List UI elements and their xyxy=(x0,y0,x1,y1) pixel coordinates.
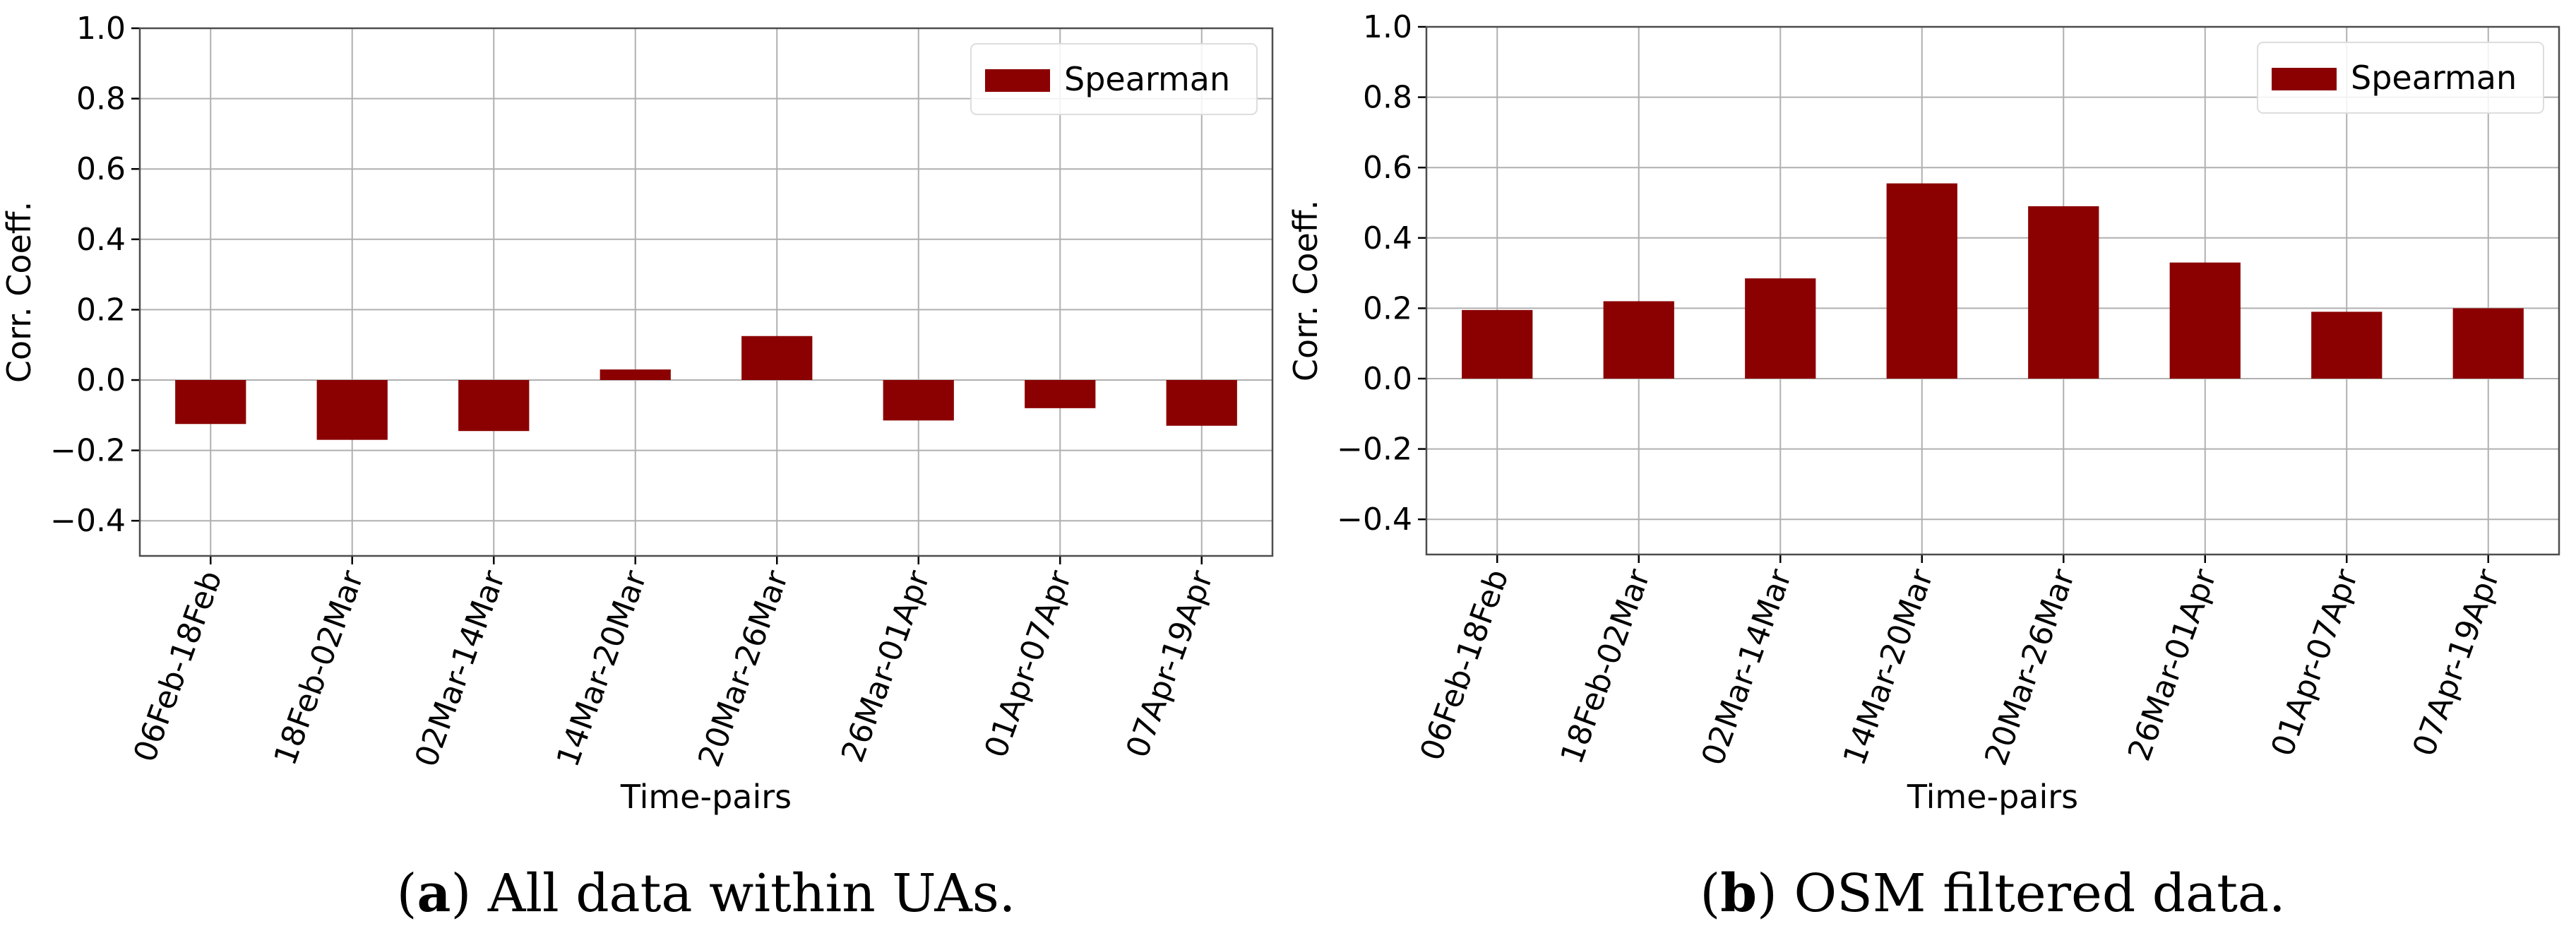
x-axis-label: Time-pairs xyxy=(620,778,792,816)
legend: Spearman xyxy=(2257,42,2544,114)
legend-box xyxy=(970,43,1258,115)
y-tick-label: 0.6 xyxy=(1363,150,1412,186)
x-tick-label: 01Apr-07Apr xyxy=(978,565,1079,762)
legend-label: Spearman xyxy=(1064,60,1230,98)
bar-18Feb-02Mar xyxy=(316,380,388,440)
bar-26Mar-01Apr xyxy=(2169,262,2241,379)
x-axis-label: Time-pairs xyxy=(1907,778,2078,816)
bar-18Feb-02Mar xyxy=(1603,301,1674,379)
y-tick-label: 0.2 xyxy=(1363,290,1412,326)
x-tick-label: 26Mar-01Apr xyxy=(835,565,937,766)
plot-frame xyxy=(138,27,1274,557)
x-tick-label: 18Feb-02Mar xyxy=(267,565,371,770)
x-tick-label: 14Mar-20Mar xyxy=(1837,564,1941,770)
y-tick-label: −0.2 xyxy=(1337,432,1412,468)
legend: Spearman xyxy=(970,43,1258,115)
x-tick-label: 02Mar-14Mar xyxy=(408,565,513,771)
bar-01Apr-07Apr xyxy=(2311,312,2383,379)
bar-02Mar-14Mar xyxy=(458,380,530,432)
bar-01Apr-07Apr xyxy=(1025,380,1096,408)
y-tick-label: 0.8 xyxy=(76,81,126,117)
y-tick-label: −0.4 xyxy=(50,503,126,539)
y-tick-label: 0.8 xyxy=(1363,80,1412,116)
y-tick-label: 0.4 xyxy=(76,222,126,258)
y-tick-label: −0.4 xyxy=(1337,502,1412,538)
y-tick-label: 0.6 xyxy=(76,151,126,187)
x-tick-label: 18Feb-02Mar xyxy=(1554,564,1657,769)
bar-02Mar-14Mar xyxy=(1745,278,1816,379)
y-tick-label: 0.0 xyxy=(76,362,126,398)
chart-panel-a: −0.4 −0.2 0.0 0.2 0.4 0.6 0.8 1.0 06Feb-18Feb 18F… xyxy=(0,11,1274,924)
bar-06Feb-18Feb xyxy=(175,380,246,425)
x-tick-label: 07Apr-19Apr xyxy=(2406,564,2507,761)
bar-06Feb-18Feb xyxy=(1462,309,1533,379)
x-tick-label: 14Mar-20Mar xyxy=(550,565,655,771)
y-tick-label: 1.0 xyxy=(76,11,126,47)
plot-frame xyxy=(1425,25,2560,556)
bar-20Mar-26Mar xyxy=(2028,206,2099,379)
y-axis-label: Corr. Coeff. xyxy=(1287,200,1325,381)
y-axis-label: Corr. Coeff. xyxy=(0,201,38,383)
x-tick-label: 01Apr-07Apr xyxy=(2265,564,2366,761)
caption-letter: b xyxy=(1720,863,1757,924)
bar-20Mar-26Mar xyxy=(741,336,813,380)
caption-body: OSM filtered data. xyxy=(1794,863,2285,924)
y-tick-label: 0.0 xyxy=(1363,361,1412,397)
legend-swatch xyxy=(2272,68,2337,90)
y-tick-label: 1.0 xyxy=(1363,9,1412,45)
bar-07Apr-19Apr xyxy=(2452,308,2524,379)
y-tick-label: −0.2 xyxy=(50,433,126,469)
legend-label: Spearman xyxy=(2351,59,2517,97)
bar-14Mar-20Mar xyxy=(1886,183,1957,379)
caption-body: All data within UAs. xyxy=(487,863,1015,924)
bar-14Mar-20Mar xyxy=(600,369,671,380)
x-tick-label: 07Apr-19Apr xyxy=(1119,565,1220,762)
x-tick-label: 20Mar-26Mar xyxy=(691,565,796,771)
figure-caption: (a) All data within UAs. xyxy=(397,863,1016,924)
x-tick-label: 06Feb-18Feb xyxy=(1414,564,1516,765)
bar-07Apr-19Apr xyxy=(1166,380,1237,426)
legend-box xyxy=(2257,42,2544,114)
x-tick-label: 06Feb-18Feb xyxy=(127,566,229,766)
x-tick-label: 02Mar-14Mar xyxy=(1695,564,1799,770)
legend-swatch xyxy=(985,69,1050,92)
y-tick-label: 0.2 xyxy=(76,292,126,328)
bar-26Mar-01Apr xyxy=(883,380,954,421)
y-tick-label: 0.4 xyxy=(1363,220,1412,256)
x-tick-label: 20Mar-26Mar xyxy=(1978,564,2082,770)
figure-caption: (b) OSM filtered data. xyxy=(1700,863,2285,924)
x-tick-label: 26Mar-01Apr xyxy=(2121,564,2224,765)
chart-panel-b: −0.4 −0.2 0.0 0.2 0.4 0.6 0.8 1.0 06Feb-18Feb 18F… xyxy=(1287,9,2560,924)
caption-letter: a xyxy=(417,863,451,924)
